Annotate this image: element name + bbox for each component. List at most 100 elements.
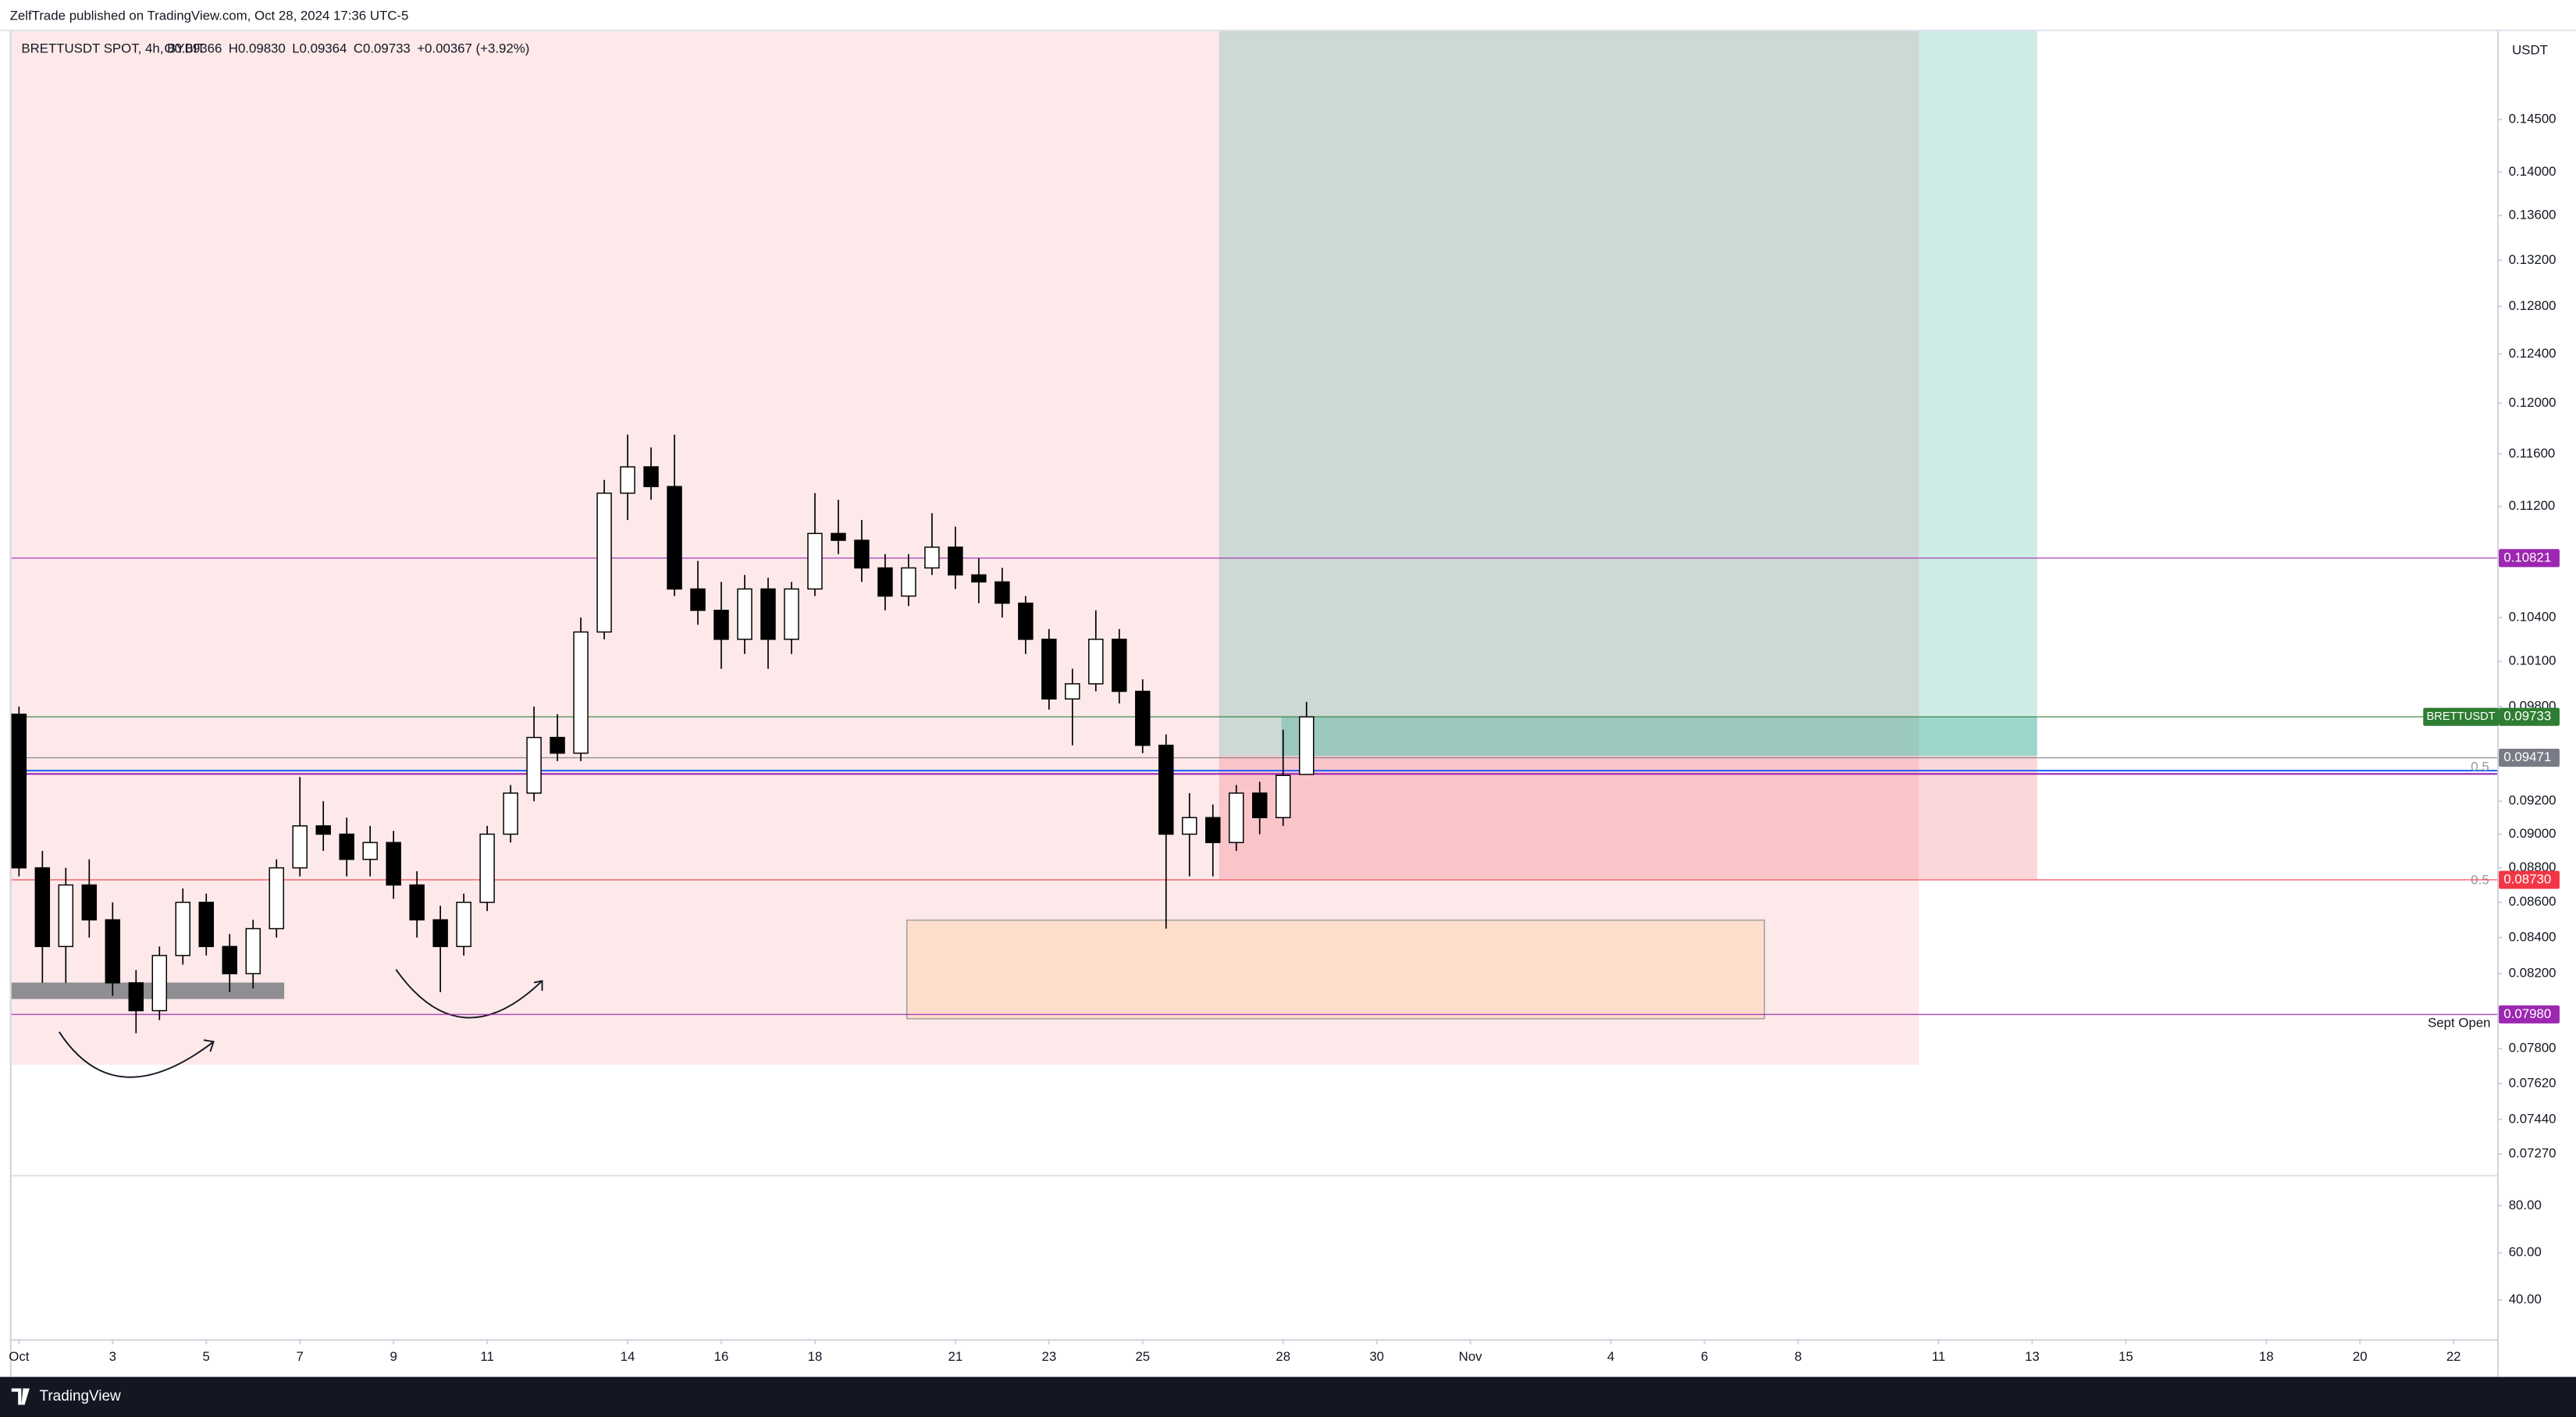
brand: TradingView bbox=[40, 1388, 122, 1405]
y-tick-label: 0.13200 bbox=[2509, 252, 2556, 267]
arrow-head bbox=[533, 980, 543, 992]
indicator-tick-label: 40.00 bbox=[2509, 1292, 2542, 1307]
y-tick-label: 0.08600 bbox=[2509, 894, 2556, 909]
candle-body bbox=[1276, 774, 1291, 819]
candle-body bbox=[1298, 716, 1315, 775]
ohlc-value: L0.09364 bbox=[292, 41, 347, 56]
symbol-label-bg bbox=[2423, 707, 2500, 726]
y-tick-label: 0.08400 bbox=[2509, 929, 2556, 944]
candle-body bbox=[128, 982, 144, 1012]
candle-body bbox=[620, 466, 635, 494]
candle-body bbox=[386, 842, 401, 886]
y-tick-label: 0.12800 bbox=[2509, 298, 2556, 313]
sept-open-label: Sept Open bbox=[2428, 1016, 2490, 1031]
x-tick-label: 3 bbox=[109, 1349, 116, 1364]
indicator-tick-label: 60.00 bbox=[2509, 1244, 2542, 1259]
x-tick-label: 23 bbox=[1041, 1349, 1056, 1364]
publish-info: ZelfTrade published on TradingView.com, … bbox=[10, 8, 409, 23]
candle-body bbox=[784, 588, 799, 640]
candle-body bbox=[292, 825, 308, 869]
x-tick-label: 18 bbox=[808, 1349, 823, 1364]
ohlc-value: H0.09830 bbox=[229, 41, 286, 56]
y-tick-label: 0.09200 bbox=[2509, 793, 2556, 808]
candle-body bbox=[1135, 690, 1151, 746]
candle-body bbox=[58, 884, 74, 948]
candle-body bbox=[550, 736, 565, 754]
candle-body bbox=[362, 842, 378, 860]
price-label: 0.10821 bbox=[2503, 550, 2551, 564]
y-tick-label: 0.10100 bbox=[2509, 653, 2556, 668]
support-band bbox=[11, 982, 285, 999]
candle-body bbox=[432, 919, 448, 948]
candle-body bbox=[877, 567, 893, 597]
candle-body bbox=[807, 532, 823, 590]
candle-body bbox=[1182, 817, 1197, 835]
ohlc-value: +0.00367 (+3.92%) bbox=[417, 41, 529, 56]
candle-body bbox=[1065, 683, 1080, 700]
target-zone bbox=[1219, 30, 2037, 757]
ohlc-value: C0.09733 bbox=[354, 41, 411, 56]
fib-label: 0.5 bbox=[2471, 759, 2489, 774]
price-label-bg bbox=[2499, 707, 2560, 726]
x-tick-label: 16 bbox=[714, 1349, 729, 1364]
indicator-tick-label: 80.00 bbox=[2509, 1198, 2542, 1212]
candle-body bbox=[760, 588, 776, 640]
candle-body bbox=[854, 539, 870, 569]
x-tick-label: 8 bbox=[1795, 1349, 1802, 1364]
price-label-bg bbox=[2499, 1005, 2560, 1024]
candle-body bbox=[596, 492, 612, 633]
y-tick-label: 0.09000 bbox=[2509, 826, 2556, 841]
y-tick-label: 0.07800 bbox=[2509, 1041, 2556, 1056]
x-tick-label: 30 bbox=[1369, 1349, 1384, 1364]
x-tick-label: Nov bbox=[1459, 1349, 1483, 1364]
symbol-title: BRETTUSDT SPOT, 4h, BYBIT bbox=[21, 41, 205, 56]
x-tick-label: 25 bbox=[1135, 1349, 1150, 1364]
x-tick-label: 28 bbox=[1276, 1349, 1290, 1364]
candle-body bbox=[737, 588, 753, 640]
x-tick-label: 6 bbox=[1701, 1349, 1708, 1364]
y-tick-label: 0.10400 bbox=[2509, 609, 2556, 624]
candle-body bbox=[105, 919, 121, 984]
candle-body bbox=[573, 631, 589, 754]
candle-body bbox=[339, 833, 354, 860]
y-tick-label: 0.08200 bbox=[2509, 966, 2556, 981]
candle-body bbox=[269, 867, 284, 930]
x-tick-label: 5 bbox=[203, 1349, 210, 1364]
candle-body bbox=[11, 714, 27, 869]
x-tick-label: 15 bbox=[2119, 1349, 2133, 1364]
curve-arrow bbox=[58, 1031, 215, 1078]
x-tick-label: 21 bbox=[948, 1349, 963, 1364]
y-tick-label: 0.08800 bbox=[2509, 860, 2556, 874]
curve-arrow bbox=[395, 969, 543, 1019]
candle-body bbox=[198, 901, 214, 948]
candle-body bbox=[1088, 639, 1104, 685]
x-tick-label: 20 bbox=[2353, 1349, 2368, 1364]
y-tick-label: 0.13600 bbox=[2509, 208, 2556, 223]
price-label: 0.08730 bbox=[2503, 871, 2551, 886]
currency-label: USDT bbox=[2512, 43, 2548, 58]
candle-body bbox=[924, 547, 940, 569]
candle-body bbox=[971, 574, 987, 583]
x-tick-label: 14 bbox=[621, 1349, 635, 1364]
candle-body bbox=[34, 867, 51, 948]
ohlc-value: O0.09366 bbox=[164, 41, 222, 56]
candle-body bbox=[315, 825, 331, 835]
price-label: 0.09733 bbox=[2503, 709, 2551, 724]
candle-body bbox=[1018, 602, 1034, 640]
price-label: 0.09471 bbox=[2503, 749, 2551, 764]
price-label-bg bbox=[2499, 748, 2560, 767]
x-tick-label: 11 bbox=[480, 1349, 493, 1364]
symbol-label: BRETTUSDT bbox=[2426, 710, 2495, 723]
y-tick-label: 0.14000 bbox=[2509, 164, 2556, 179]
candle-body bbox=[994, 581, 1010, 604]
candle-body bbox=[1205, 817, 1221, 843]
y-tick-label: 0.11200 bbox=[2509, 498, 2556, 513]
candle-body bbox=[222, 945, 237, 974]
candle-body bbox=[643, 466, 659, 487]
candle-body bbox=[245, 927, 261, 974]
price-label: 0.07980 bbox=[2503, 1006, 2551, 1021]
candle-body bbox=[175, 901, 190, 956]
candle-body bbox=[503, 792, 518, 835]
candle-body bbox=[1041, 639, 1057, 700]
